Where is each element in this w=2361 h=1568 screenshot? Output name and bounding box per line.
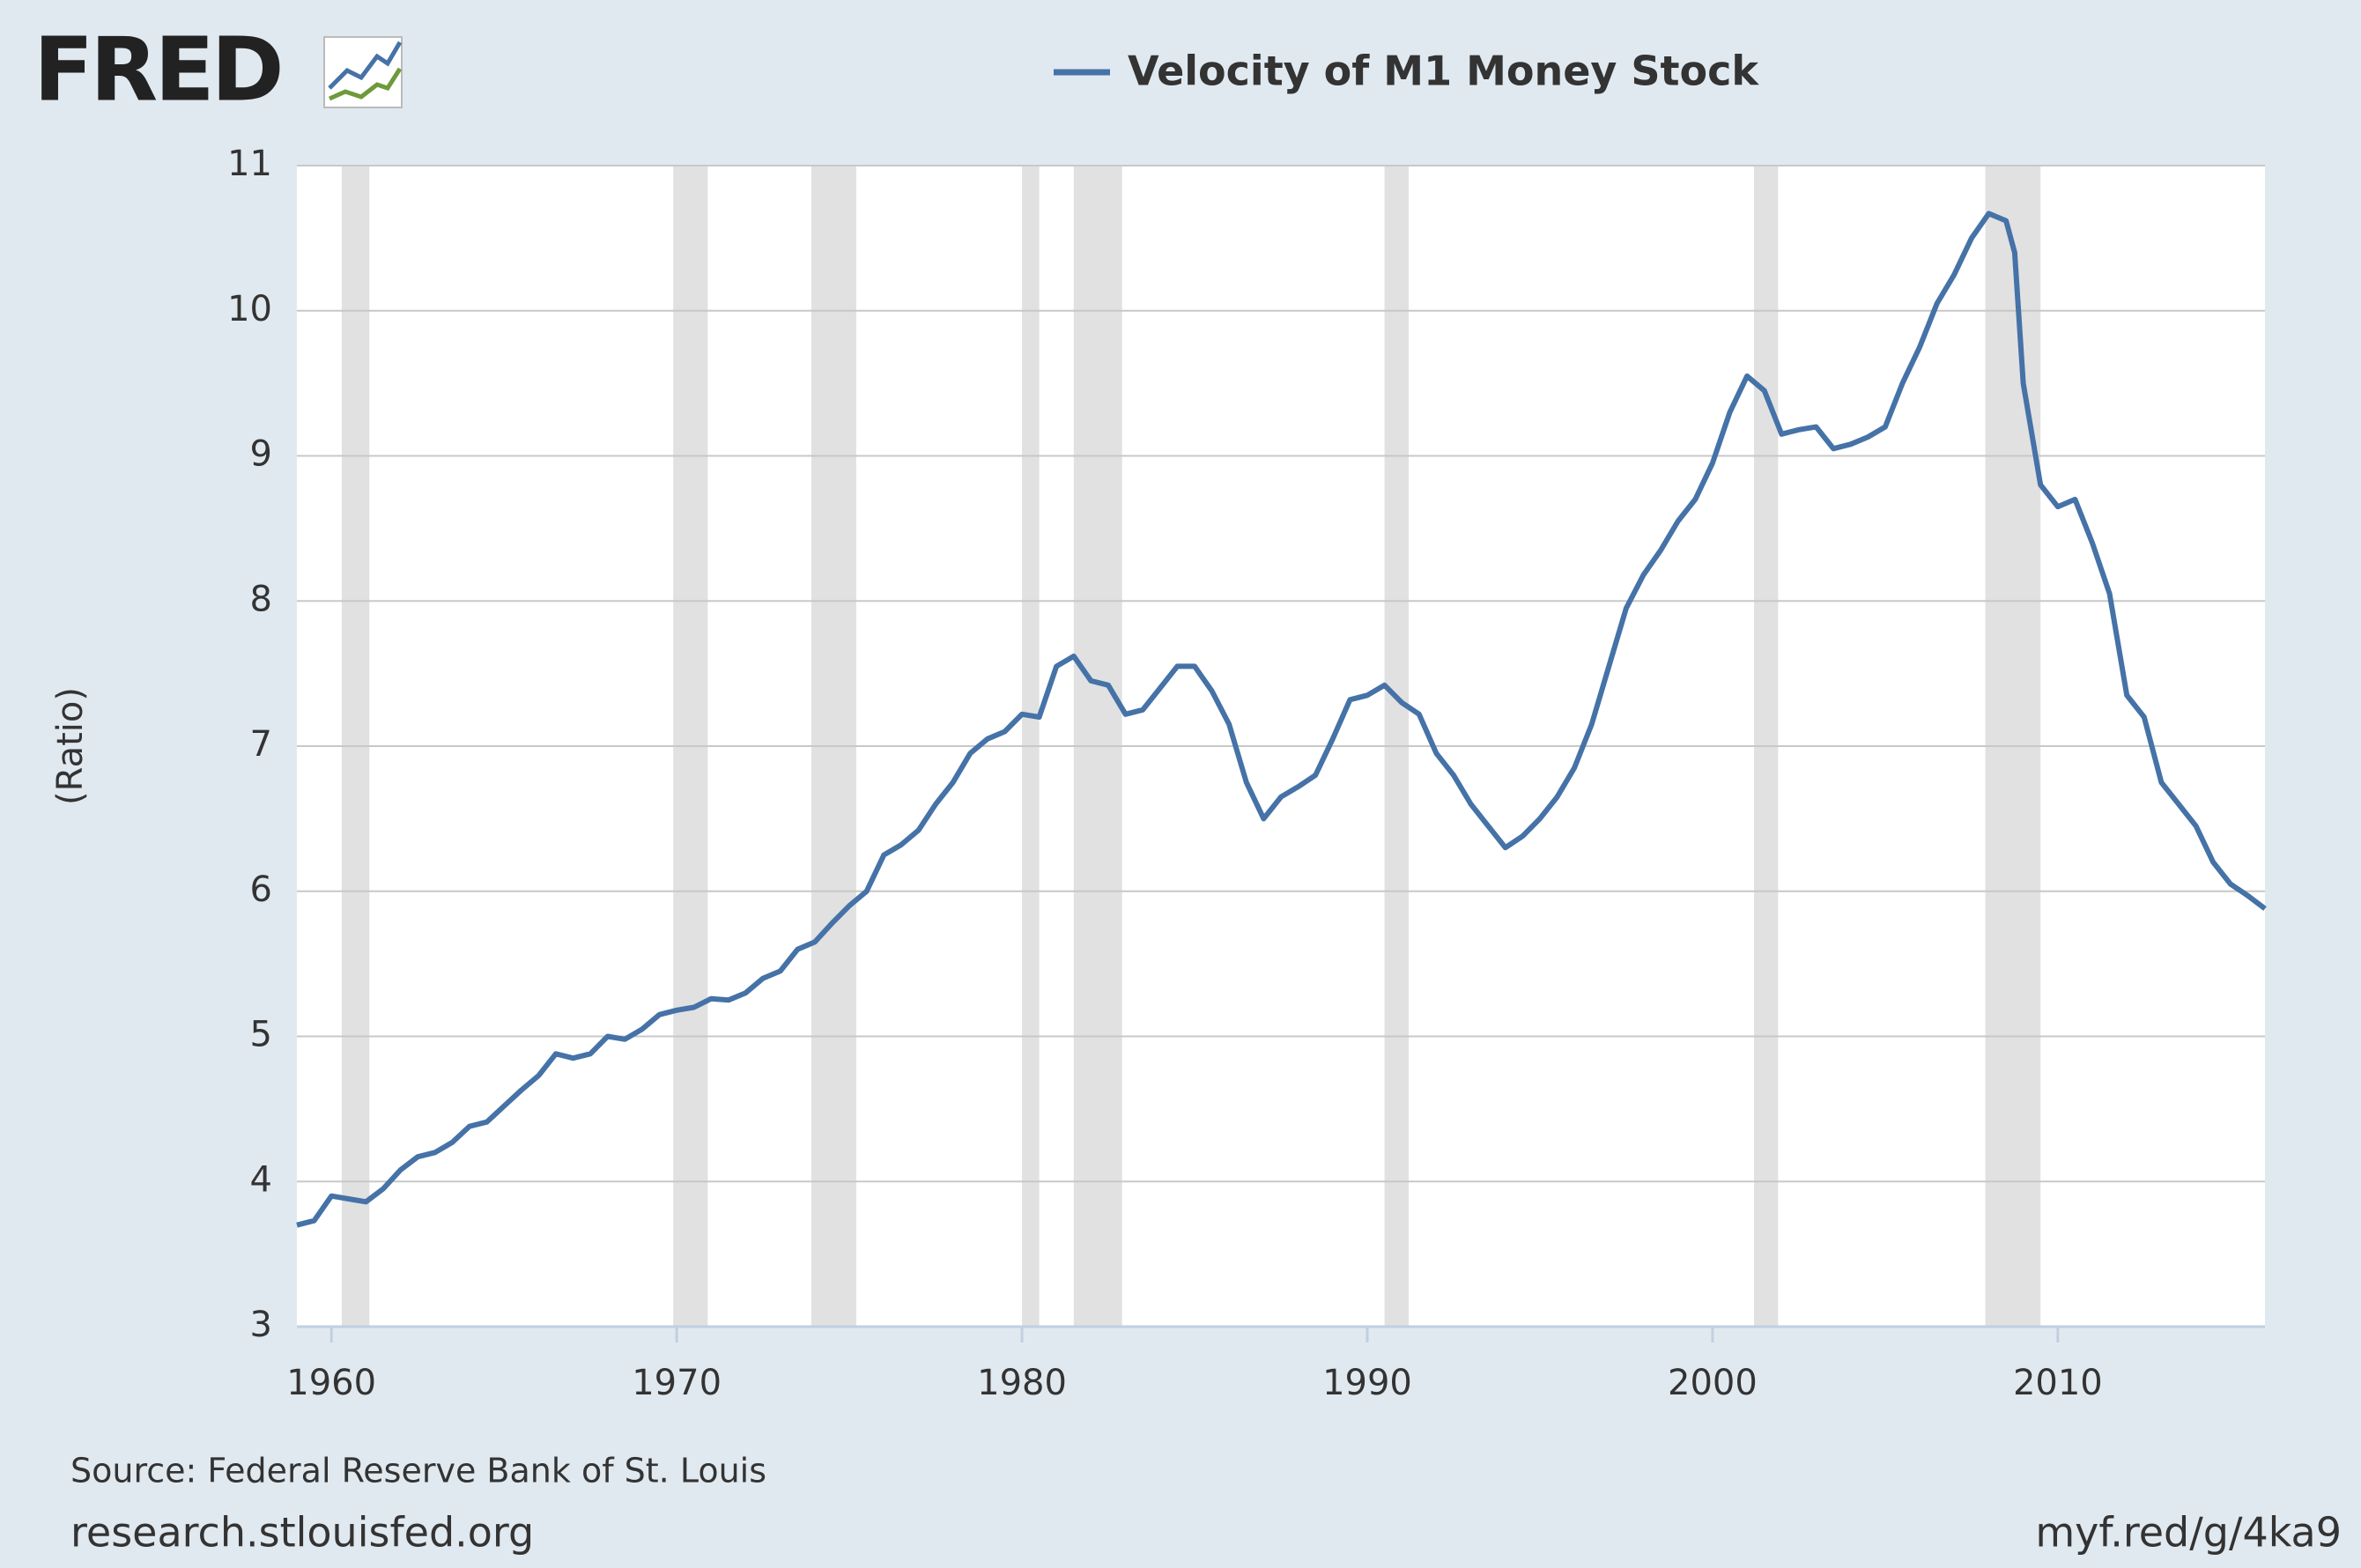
logo-icon bbox=[323, 36, 403, 108]
logo: FRED bbox=[33, 18, 281, 121]
y-tick-label: 5 bbox=[250, 1015, 272, 1055]
y-axis-label: (Ratio) bbox=[50, 687, 91, 805]
y-tick-label: 3 bbox=[250, 1305, 272, 1345]
y-tick-label: 7 bbox=[250, 724, 272, 765]
x-tick-label: 2000 bbox=[1668, 1363, 1758, 1403]
x-tick-label: 1980 bbox=[977, 1363, 1067, 1403]
y-tick-label: 8 bbox=[250, 579, 272, 619]
y-tick-label: 6 bbox=[250, 869, 272, 910]
short-link: myf.red/g/4ka9 bbox=[2035, 1509, 2342, 1557]
x-tick-label: 2010 bbox=[2013, 1363, 2103, 1403]
site: research.stlouisfed.org bbox=[70, 1509, 534, 1557]
x-tick-label: 1970 bbox=[632, 1363, 722, 1403]
y-tick-label: 9 bbox=[250, 434, 272, 475]
y-tick-label: 10 bbox=[227, 289, 272, 329]
x-tick-label: 1960 bbox=[286, 1363, 376, 1403]
x-tick-label: 1990 bbox=[1322, 1363, 1412, 1403]
legend-label: Velocity of M1 Money Stock bbox=[1128, 48, 1759, 95]
series-line bbox=[296, 211, 2267, 1228]
y-tick-label: 11 bbox=[227, 144, 272, 184]
y-tick-label: 4 bbox=[250, 1159, 272, 1200]
source: Source: Federal Reserve Bank of St. Loui… bbox=[70, 1452, 766, 1490]
